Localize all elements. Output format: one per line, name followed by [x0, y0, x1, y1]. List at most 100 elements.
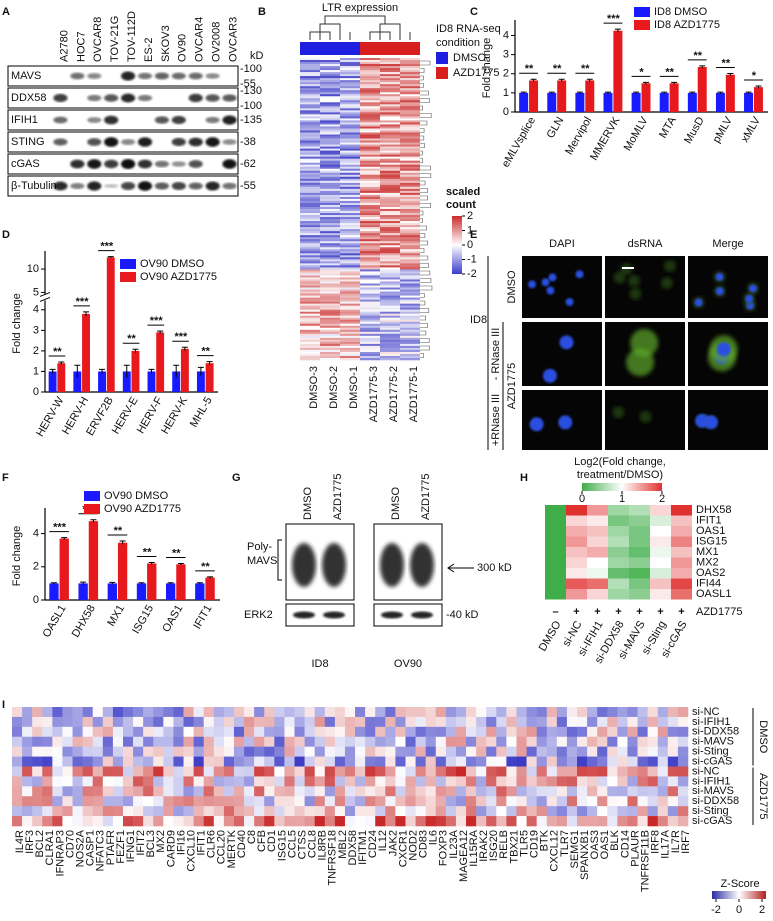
heatmap-cell: [400, 297, 420, 300]
heatmap-cell: [380, 188, 400, 192]
heatmap-cell: [360, 200, 380, 204]
heatmap-texture: [254, 736, 265, 747]
heatmap-texture: [546, 806, 558, 817]
heatmap-cell: [545, 568, 566, 579]
heatmap-texture: [324, 806, 336, 817]
heatmap-cell: [400, 184, 420, 188]
heatmap-cell: [340, 311, 360, 314]
heatmap-texture: [264, 806, 275, 817]
heatmap-cell: [300, 132, 320, 135]
heatmap-cell: [300, 285, 320, 288]
heatmap-cell: [400, 291, 420, 294]
cell-line-label: SKOV3: [160, 25, 172, 62]
heatmap-texture: [274, 806, 285, 817]
panel-letter: E: [470, 229, 477, 241]
heatmap-cell: [320, 80, 340, 83]
heatmap-cell: [360, 96, 380, 99]
legend-swatch: [120, 272, 136, 282]
heatmap-texture: [496, 707, 507, 718]
heatmap-cell: [400, 241, 420, 244]
treatment-mark: +: [594, 606, 600, 618]
heatmap-texture: [516, 766, 527, 777]
heatmap-cell: [380, 198, 400, 202]
heatmap-texture: [667, 806, 679, 817]
heatmap-texture: [587, 796, 598, 807]
heatmap-cell: [380, 202, 400, 206]
error-bar: [99, 368, 106, 374]
heatmap-texture: [385, 796, 396, 807]
heatmap-cell: [340, 225, 360, 228]
heatmap-cell: [300, 120, 320, 123]
heatmap-texture: [213, 796, 225, 807]
heatmap-cell: [400, 355, 420, 359]
blot-band: [70, 159, 85, 169]
heatmap-texture: [526, 756, 537, 767]
heatmap-cell: [300, 247, 320, 250]
heatmap-cell: [400, 289, 420, 292]
heatmap-cell: [340, 120, 360, 123]
heatmap-cell: [340, 279, 360, 282]
nucleus: [745, 294, 754, 303]
heatmap-cell: [360, 271, 380, 274]
heatmap-cell: [300, 172, 320, 176]
heatmap-cell: [340, 66, 360, 69]
heatmap-cell: [400, 182, 420, 186]
heatmap-cell: [300, 243, 320, 246]
heatmap-cell: [380, 331, 400, 335]
heatmap-cell: [360, 245, 380, 248]
bar: [122, 371, 131, 392]
heatmap-texture: [244, 796, 255, 807]
heatmap-cell: [320, 333, 340, 337]
heatmap-texture: [32, 716, 43, 728]
heatmap-cell: [320, 219, 340, 222]
heatmap-texture: [203, 816, 215, 827]
gene-label: NOS2A: [74, 829, 86, 867]
heatmap-cell: [400, 261, 420, 264]
blot-band: [171, 72, 186, 80]
heatmap-texture: [435, 796, 447, 807]
heatmap-texture: [203, 746, 215, 757]
gene-label: CXCR1: [397, 830, 409, 867]
row-label: OAS2: [696, 567, 725, 579]
heatmap-cell: [320, 327, 340, 331]
heatmap-texture: [516, 716, 527, 728]
heatmap-cell: [300, 200, 320, 204]
heatmap-texture: [577, 816, 588, 827]
heatmap-cell: [380, 74, 400, 77]
heatmap-texture: [102, 716, 114, 728]
nucleus: [565, 297, 574, 306]
protein-label: STING: [11, 136, 45, 148]
heatmap-cell: [300, 68, 320, 71]
heatmap-cell: [360, 339, 380, 343]
heatmap-cell: [300, 80, 320, 83]
heatmap-texture: [415, 796, 426, 807]
heatmap-texture: [82, 756, 94, 767]
dsrna-signal: [663, 260, 676, 273]
colorbar-tick-label: 2: [659, 493, 665, 505]
heatmap-cell: [320, 64, 340, 67]
heatmap-cell: [300, 335, 320, 339]
heatmap-cell: [360, 204, 380, 208]
heatmap-texture: [577, 736, 588, 747]
heatmap-cell: [380, 134, 400, 137]
kd-label: -130: [240, 85, 262, 97]
heatmap-cell: [340, 102, 360, 105]
heatmap-texture: [183, 746, 194, 757]
heatmap-cell: [400, 100, 420, 103]
heatmap-cell: [320, 331, 340, 335]
heatmap-cell: [380, 269, 400, 272]
heatmap-texture: [365, 726, 376, 738]
heatmap-cell: [380, 237, 400, 240]
heatmap-cell: [400, 305, 420, 308]
x-tick-label: pMLV: [711, 114, 736, 145]
heatmap-cell: [340, 233, 360, 236]
heatmap-texture: [647, 776, 659, 787]
x-tick-label: GLN: [545, 115, 567, 141]
heatmap-texture: [334, 816, 346, 827]
row-label: OAS1: [696, 525, 725, 537]
heatmap-cell: [380, 168, 400, 172]
heatmap-cell: [320, 168, 340, 172]
heatmap-cell: [320, 243, 340, 246]
heatmap-cell: [300, 289, 320, 292]
blot-band: [120, 139, 136, 145]
